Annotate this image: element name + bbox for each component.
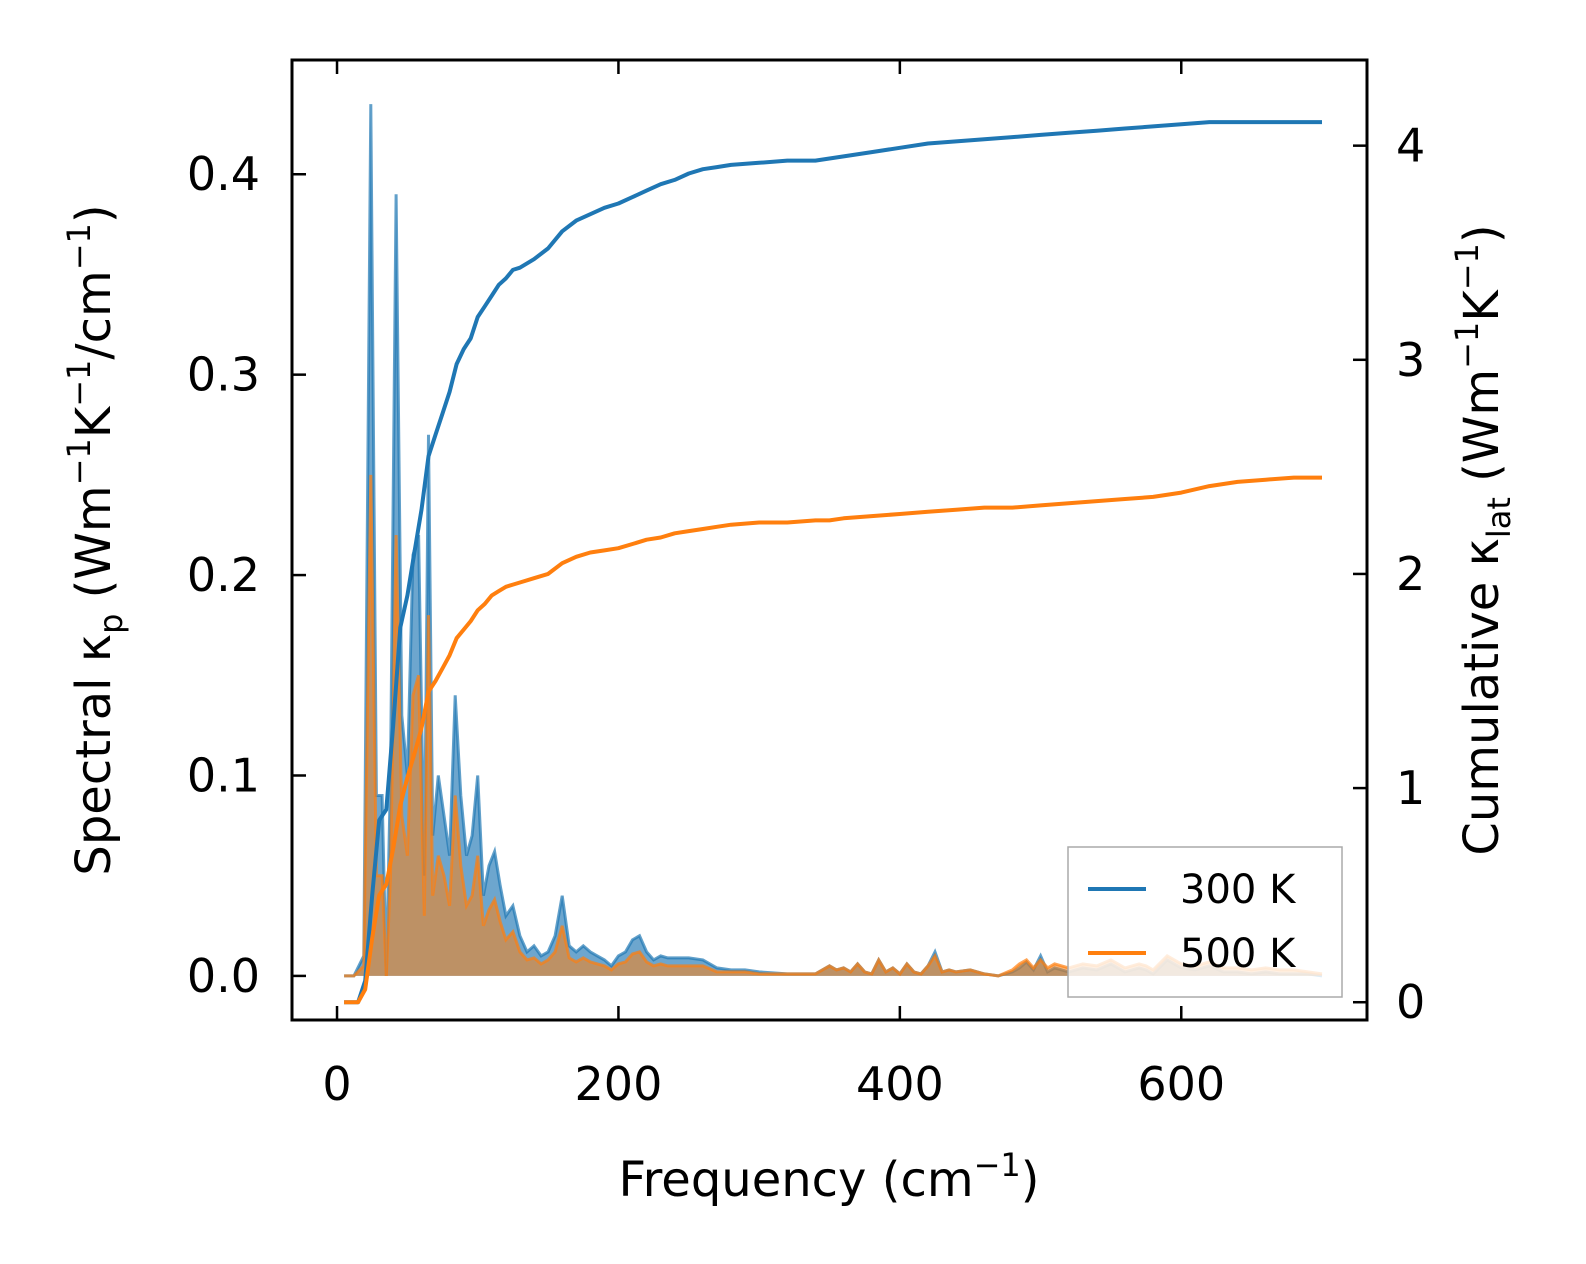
axes: 0 200 400 600 0.0 0.1 0.2 0.3 0.4 0 1 2 3 4: [187, 58, 1425, 1111]
legend-box: [1067, 846, 1343, 998]
cumulative-line-500k: [344, 475, 1322, 1005]
legend-label-300k: 300 K: [1180, 867, 1297, 913]
x-tick-label: 600: [1137, 1057, 1225, 1111]
y-right-tick-label: 2: [1396, 547, 1425, 601]
x-axis-label: Frequency (cm−1): [618, 1146, 1039, 1208]
x-tick-label: 200: [575, 1057, 663, 1111]
legend-label-500k: 500 K: [1180, 931, 1297, 977]
plot-frame: [290, 58, 1369, 1022]
cumulative-line-300k: [344, 120, 1322, 1005]
y-right-tick-label: 0: [1396, 975, 1425, 1029]
left-y-axis-label: Spectral κp (Wm−1K−1/cm−1): [60, 204, 130, 875]
x-tick-label: 0: [322, 1057, 351, 1111]
right-y-axis-label: Cumulative κlat (Wm−1K−1): [1448, 224, 1518, 855]
x-axis-label-sup: −1: [974, 1146, 1021, 1184]
x-tick-label: 400: [856, 1057, 944, 1111]
spectral-area-500k: [344, 474, 1323, 976]
legend: 300 K 500 K: [1067, 846, 1343, 998]
y-right-tick-label: 3: [1396, 333, 1425, 387]
y-left-tick-label: 0.2: [187, 548, 260, 602]
y-right-tick-label: 4: [1396, 119, 1425, 173]
y-left-tick-label: 0.3: [187, 348, 260, 402]
y-right-tick-label: 1: [1396, 761, 1425, 815]
y-left-tick-label: 0.1: [187, 748, 260, 802]
y-left-tick-label: 0.4: [187, 147, 260, 201]
y-left-tick-label: 0.0: [187, 949, 260, 1003]
